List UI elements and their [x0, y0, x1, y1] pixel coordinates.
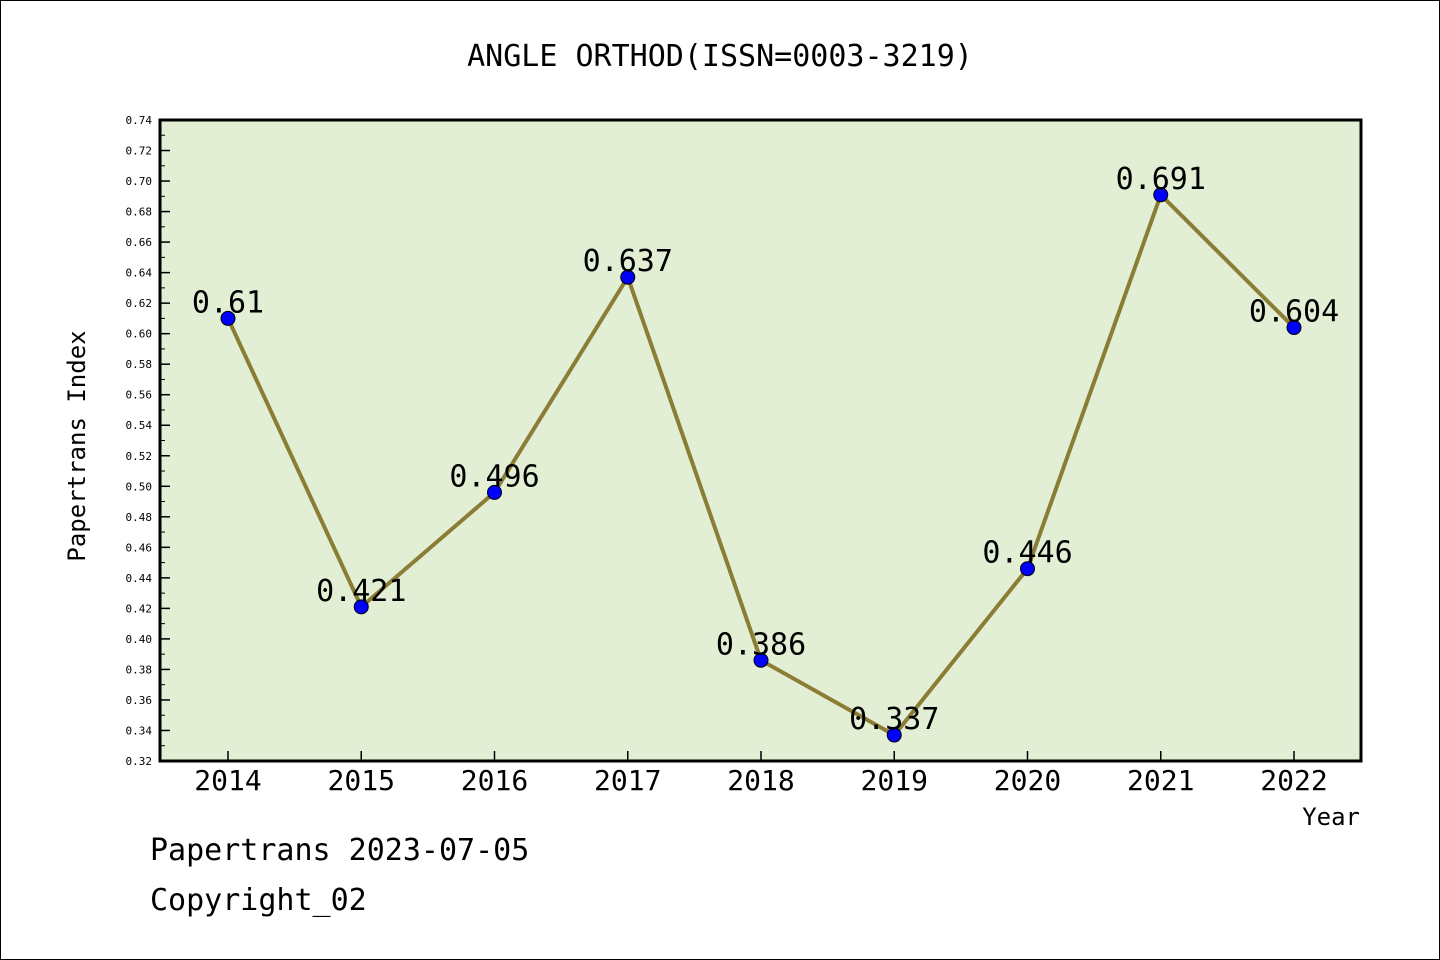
y-tick-label: 0.48: [126, 511, 153, 524]
y-tick-label: 0.56: [126, 389, 153, 402]
x-axis-label: Year: [1302, 803, 1360, 831]
data-point: [1153, 187, 1169, 203]
x-axis-ticks: 2014 2015 2016 2017 2018 2019 2020 2021 2022: [194, 751, 1328, 797]
x-tick-label: 2015: [328, 764, 395, 797]
data-point: [220, 310, 236, 326]
data-point: [886, 727, 902, 743]
data-label: 0.386: [716, 627, 806, 662]
data-point: [353, 599, 369, 615]
y-tick-label: 0.44: [126, 572, 153, 585]
data-label: 0.637: [583, 244, 673, 279]
y-tick-label: 0.62: [126, 297, 153, 310]
data-label: 0.691: [1116, 162, 1206, 197]
data-labels: 0.61 0.421 0.496 0.637 0.386 0.337 0.446 0.691 0…: [192, 162, 1339, 737]
x-tick-label: 2019: [861, 764, 928, 797]
footer-copyright-line: Copyright_02: [150, 883, 367, 918]
data-label: 0.61: [192, 285, 264, 320]
x-tick-label: 2017: [594, 764, 661, 797]
y-tick-label: 0.32: [126, 755, 153, 768]
y-axis-label: Papertrans Index: [63, 330, 91, 561]
y-tick-label: 0.38: [126, 663, 153, 676]
data-label: 0.604: [1249, 295, 1339, 330]
chart-title: ANGLE ORTHOD(ISSN=0003-3219): [467, 39, 973, 74]
data-label: 0.446: [982, 536, 1072, 571]
data-point: [1020, 561, 1035, 577]
y-tick-label: 0.34: [126, 724, 153, 737]
x-tick-label: 2020: [994, 764, 1061, 797]
x-tick-label: 2018: [727, 764, 794, 797]
y-tick-label: 0.40: [126, 633, 153, 646]
y-tick-label: 0.72: [126, 145, 153, 158]
data-point: [1286, 320, 1302, 336]
data-point: [620, 269, 636, 285]
y-tick-label: 0.36: [126, 694, 153, 707]
y-tick-label: 0.64: [126, 267, 153, 280]
y-tick-label: 0.60: [126, 328, 153, 341]
data-label: 0.421: [316, 574, 406, 609]
x-tick-label: 2014: [194, 764, 261, 797]
y-tick-label: 0.74: [126, 114, 153, 127]
footer-date-line: Papertrans 2023-07-05: [150, 833, 530, 868]
y-tick-label: 0.46: [126, 541, 153, 554]
y-tick-label: 0.66: [126, 236, 153, 249]
x-tick-label: 2016: [461, 764, 528, 797]
data-point: [487, 484, 502, 500]
data-label: 0.337: [849, 702, 939, 737]
y-axis-ticks: 0.32 0.34 0.36 0.38 0.40 0.42 0.44 0.46 0.48 0.50…: [126, 114, 170, 768]
y-tick-label: 0.58: [126, 358, 153, 371]
y-tick-label: 0.68: [126, 206, 153, 219]
y-tick-label: 0.52: [126, 450, 153, 463]
data-label: 0.496: [449, 459, 539, 494]
data-points: [220, 187, 1302, 743]
y-tick-label: 0.54: [126, 419, 153, 432]
x-tick-label: 2021: [1127, 764, 1194, 797]
data-point: [753, 652, 769, 668]
x-tick-label: 2022: [1260, 764, 1327, 797]
y-tick-label: 0.42: [126, 602, 153, 615]
y-tick-label: 0.50: [126, 480, 153, 493]
y-tick-label: 0.70: [126, 175, 153, 188]
